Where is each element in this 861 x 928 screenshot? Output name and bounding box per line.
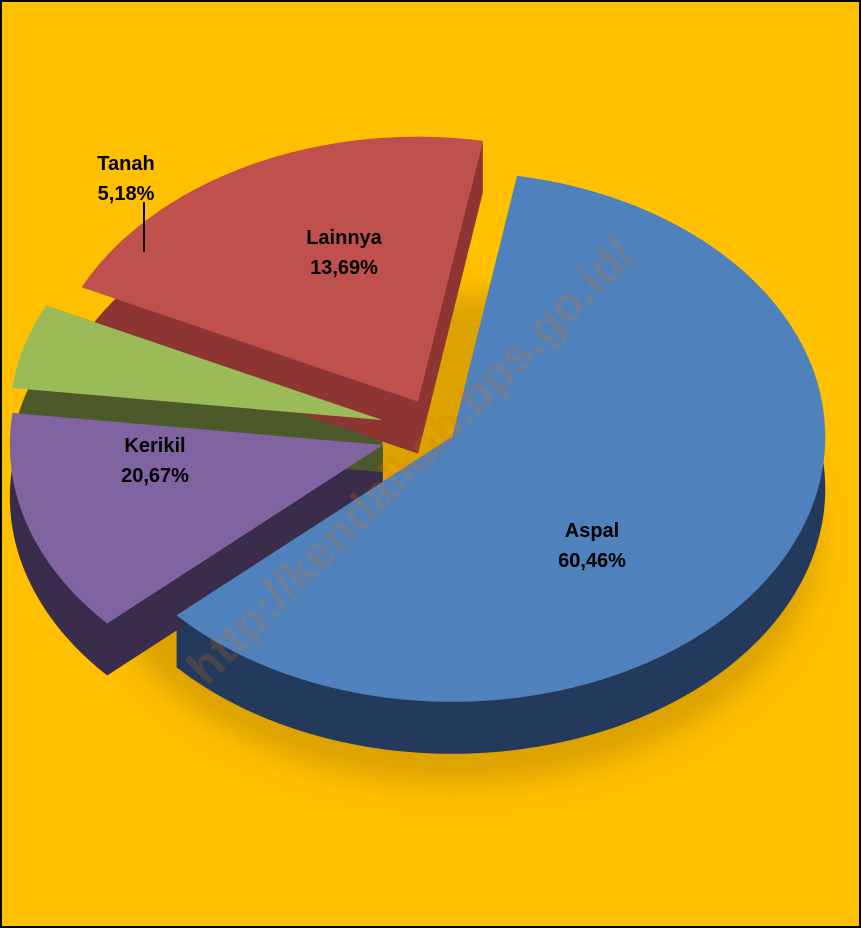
- pie-slice-aspal: [176, 175, 826, 702]
- pie-slice-lainnya: [9, 412, 383, 624]
- data-label-value-lainnya: 13,69%: [310, 257, 378, 279]
- data-label-value-kerikil: 20,67%: [121, 465, 189, 487]
- pie-slice-tanah: [12, 305, 383, 421]
- data-label-name-lainnya: Lainnya: [306, 227, 382, 249]
- data-label-name-aspal: Aspal: [565, 520, 619, 542]
- data-label-name-kerikil: Kerikil: [124, 435, 185, 457]
- data-label-name-tanah: Tanah: [97, 153, 154, 175]
- data-label-value-aspal: 60,46%: [558, 550, 626, 572]
- data-label-value-tanah: 5,18%: [98, 183, 155, 205]
- pie-slice-kerikil: [81, 136, 483, 402]
